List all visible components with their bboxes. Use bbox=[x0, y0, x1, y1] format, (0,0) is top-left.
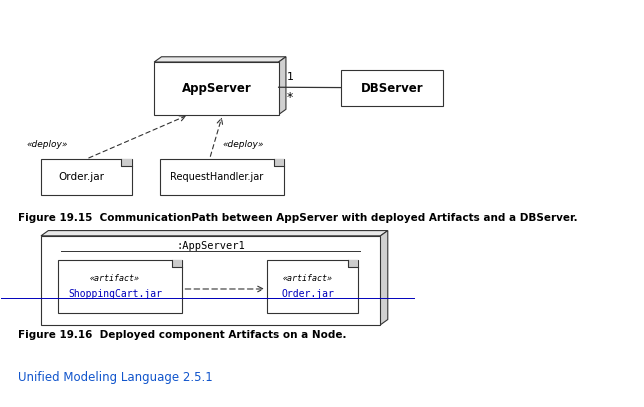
Text: Order.jar: Order.jar bbox=[281, 289, 334, 299]
Text: «deploy»: «deploy» bbox=[223, 140, 264, 149]
Text: AppServer: AppServer bbox=[182, 82, 251, 95]
Text: :AppServer1: :AppServer1 bbox=[176, 241, 245, 251]
Polygon shape bbox=[279, 57, 286, 115]
Text: 1: 1 bbox=[287, 72, 294, 82]
FancyBboxPatch shape bbox=[41, 236, 381, 325]
Polygon shape bbox=[41, 231, 388, 236]
Text: «artifact»: «artifact» bbox=[90, 274, 140, 283]
FancyBboxPatch shape bbox=[267, 260, 358, 313]
Polygon shape bbox=[154, 57, 286, 62]
FancyBboxPatch shape bbox=[58, 260, 182, 313]
FancyBboxPatch shape bbox=[160, 159, 284, 195]
FancyBboxPatch shape bbox=[154, 62, 279, 115]
Text: RequestHandler.jar: RequestHandler.jar bbox=[170, 172, 263, 182]
Text: ShoppingCart.jar: ShoppingCart.jar bbox=[68, 289, 162, 299]
Text: Order.jar: Order.jar bbox=[58, 172, 104, 182]
Text: Figure 19.16  Deployed component Artifacts on a Node.: Figure 19.16 Deployed component Artifact… bbox=[19, 330, 347, 340]
Text: «artifact»: «artifact» bbox=[283, 274, 332, 283]
Polygon shape bbox=[172, 260, 182, 267]
Polygon shape bbox=[348, 260, 358, 267]
FancyBboxPatch shape bbox=[41, 159, 131, 195]
Text: DBServer: DBServer bbox=[361, 82, 423, 95]
Polygon shape bbox=[381, 231, 388, 325]
FancyBboxPatch shape bbox=[341, 70, 442, 107]
Text: Unified Modeling Language 2.5.1: Unified Modeling Language 2.5.1 bbox=[19, 371, 213, 384]
Text: Figure 19.15  CommunicationPath between AppServer with deployed Artifacts and a : Figure 19.15 CommunicationPath between A… bbox=[19, 212, 578, 223]
Text: «deploy»: «deploy» bbox=[26, 140, 68, 149]
Polygon shape bbox=[274, 159, 284, 166]
Polygon shape bbox=[121, 159, 131, 166]
Text: *: * bbox=[287, 91, 293, 104]
